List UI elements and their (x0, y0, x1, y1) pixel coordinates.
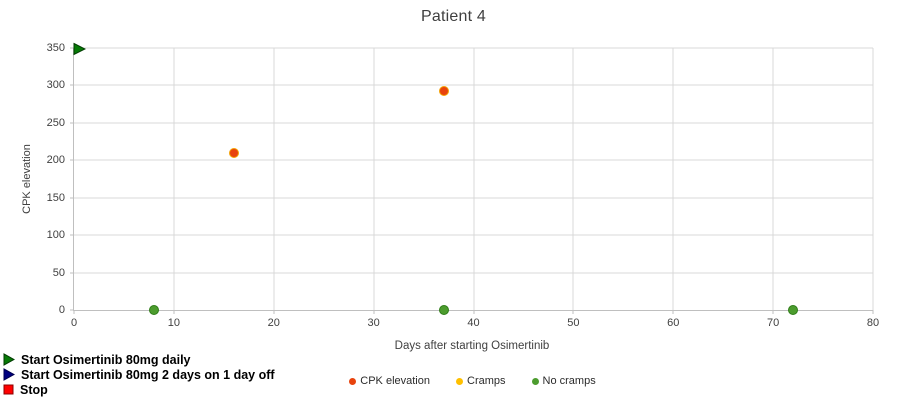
y-tick-label: 50 (52, 266, 65, 279)
gridline-horizontal (74, 159, 873, 161)
x-tick-label: 10 (167, 317, 180, 329)
gridline-vertical (473, 48, 474, 310)
x-tick-mark (473, 310, 474, 314)
data-point-start-osimertinib-80mg-daily (73, 43, 86, 56)
annotation-item-stop: Stop (3, 382, 275, 397)
y-tick-label: 0 (58, 304, 65, 316)
gridline-vertical (273, 48, 275, 310)
gridline-horizontal (74, 197, 873, 199)
x-tick-mark (572, 310, 574, 314)
legend-item-cramps: Cramps (456, 375, 506, 387)
y-tick-label: 200 (46, 154, 65, 167)
legend-marker-no-cramps-icon (531, 377, 539, 385)
x-tick-mark (672, 310, 674, 314)
legend-label: CPK elevation (360, 375, 430, 387)
y-tick-mark (70, 309, 74, 311)
y-tick-mark (70, 272, 74, 274)
gridline-vertical (672, 48, 674, 310)
legend-item-cpk-elevation: CPK elevation (349, 375, 430, 387)
series-legend: CPK elevation Cramps No cramps (73, 375, 872, 387)
gridline-horizontal (74, 122, 873, 124)
annotation-label: Stop (20, 382, 48, 397)
x-axis-title: Days after starting Osimertinib (394, 340, 550, 352)
annotation-item-start-osimertinib-80mg-2-days-on-1-day-off: Start Osimertinib 80mg 2 days on 1 day o… (3, 367, 275, 382)
x-tick-label: 0 (70, 317, 78, 329)
legend-marker-cramps-icon (456, 377, 463, 385)
data-point-cpk-elevation (438, 85, 449, 96)
x-tick-label: 60 (667, 317, 680, 329)
x-tick-mark (772, 310, 774, 314)
x-tick-label: 80 (866, 317, 880, 329)
annotation-label: Start Osimertinib 80mg 2 days on 1 day o… (21, 367, 275, 382)
gridline-vertical (772, 48, 774, 310)
x-tick-mark (872, 310, 874, 314)
x-tick-mark (173, 310, 175, 314)
gridline-vertical (173, 48, 175, 310)
y-tick-mark (70, 234, 74, 236)
legend-label: Cramps (467, 375, 506, 387)
data-point-no-cramps (438, 305, 449, 315)
x-tick-label: 20 (267, 317, 280, 329)
gridline-horizontal (74, 272, 873, 274)
triangle-right-marker-icon (3, 368, 15, 381)
y-axis-title: CPK elevation (21, 144, 33, 214)
gridline-horizontal (74, 234, 873, 236)
y-tick-label: 150 (46, 191, 65, 204)
x-tick-label: 40 (467, 317, 480, 329)
y-tick-mark (70, 159, 74, 161)
gridline-horizontal (74, 47, 873, 49)
y-tick-label: 250 (46, 116, 65, 129)
y-tick-mark (70, 84, 74, 86)
gridline-horizontal (74, 84, 873, 86)
y-tick-mark (70, 47, 74, 49)
annotation-legend: Start Osimertinib 80mg daily Start Osimer… (3, 352, 275, 397)
x-tick-mark (273, 310, 275, 314)
annotation-label: Start Osimertinib 80mg daily (21, 352, 191, 367)
x-tick-mark (73, 310, 75, 314)
y-tick-label: 300 (46, 79, 65, 92)
chart-title: Patient 4 (421, 8, 486, 25)
annotation-item-start-osimertinib-80mg-daily: Start Osimertinib 80mg daily (3, 352, 275, 367)
data-point-cpk-elevation (228, 147, 239, 158)
x-tick-label: 50 (567, 317, 580, 329)
gridline-vertical (373, 48, 375, 310)
x-tick-mark (373, 310, 375, 314)
y-tick-mark (70, 122, 74, 124)
triangle-right-marker-icon (3, 353, 15, 366)
legend-item-no-cramps: No cramps (531, 375, 596, 387)
plot-area: 0 10 20 30 40 50 60 70 80 0 50 100 150 200 250 300 350 (47, 42, 879, 329)
x-tick-label: 70 (767, 317, 780, 329)
y-tick-label: 100 (46, 229, 65, 242)
data-point-no-cramps (148, 305, 159, 315)
y-tick-label: 350 (46, 42, 65, 54)
legend-label: No cramps (542, 375, 596, 387)
legend-marker-cpk-elevation-icon (349, 377, 357, 385)
y-tick-mark (70, 197, 74, 199)
x-tick-label: 30 (367, 317, 380, 329)
gridline-vertical (572, 48, 574, 310)
square-marker-icon (3, 384, 14, 395)
data-point-no-cramps (788, 305, 799, 315)
gridline-vertical (872, 48, 874, 310)
